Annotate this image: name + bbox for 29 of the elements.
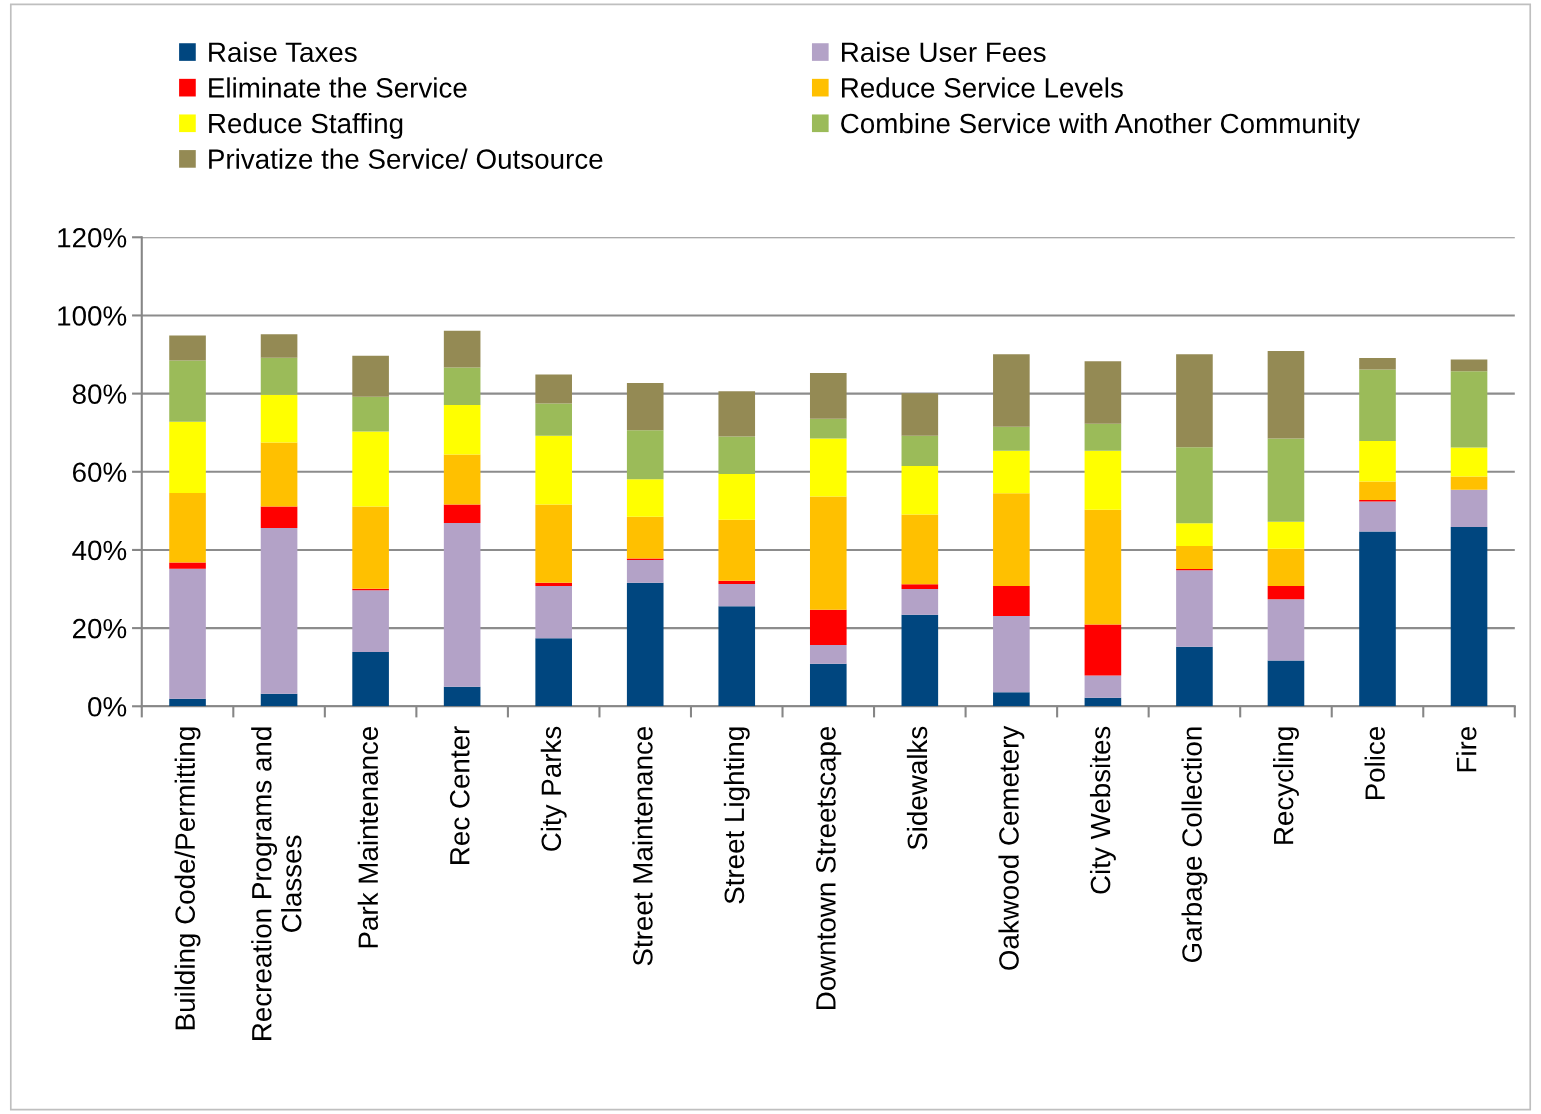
legend-label: Reduce Service Levels bbox=[842, 77, 1123, 98]
legend-label: Privatize the Service/ Outsource bbox=[209, 148, 603, 169]
legend-label: Eliminate the Service bbox=[209, 77, 467, 98]
x-tick-label: Downtown Streetscape bbox=[816, 726, 842, 1010]
x-tick-label: City Websites bbox=[1089, 726, 1116, 894]
x-tick-label: Fire bbox=[1456, 726, 1477, 772]
legend-label: Raise User Fees bbox=[842, 41, 1046, 63]
x-tick-label: Street Maintenance bbox=[632, 726, 653, 966]
y-tick-label: 60% bbox=[73, 462, 127, 483]
y-tick-label: 20% bbox=[72, 618, 127, 639]
x-tick-label: Park Maintenance bbox=[357, 726, 379, 948]
y-tick-label: 40% bbox=[72, 540, 127, 561]
x-tick-label: City Parks bbox=[540, 726, 567, 851]
x-tick-label: Garbage Collection bbox=[1181, 727, 1208, 963]
x-tick-label: Recreation Programs and Classes bbox=[251, 727, 302, 1040]
x-tick-label: Street Lighting bbox=[723, 727, 750, 904]
y-tick-label: 120% bbox=[58, 227, 127, 248]
y-tick-label: 100% bbox=[58, 306, 127, 326]
y-tick-label: 80% bbox=[72, 384, 127, 404]
legend-label: Combine Service with Another Community bbox=[841, 112, 1360, 139]
x-tick-label: Rec Center bbox=[449, 726, 470, 864]
legend-label: Reduce Staffing bbox=[209, 112, 403, 139]
y-tick-label: 0% bbox=[88, 696, 127, 717]
legend-label: Raise Taxes bbox=[209, 41, 357, 63]
x-tick-label: Oakwood Cemetery bbox=[998, 725, 1025, 970]
x-tick-label: Police bbox=[1364, 726, 1385, 800]
x-tick-label: Sidewalks bbox=[906, 726, 928, 850]
x-tick-label: Recycling bbox=[1273, 727, 1299, 844]
x-tick-label: Building Code/Permitting bbox=[174, 727, 201, 1030]
